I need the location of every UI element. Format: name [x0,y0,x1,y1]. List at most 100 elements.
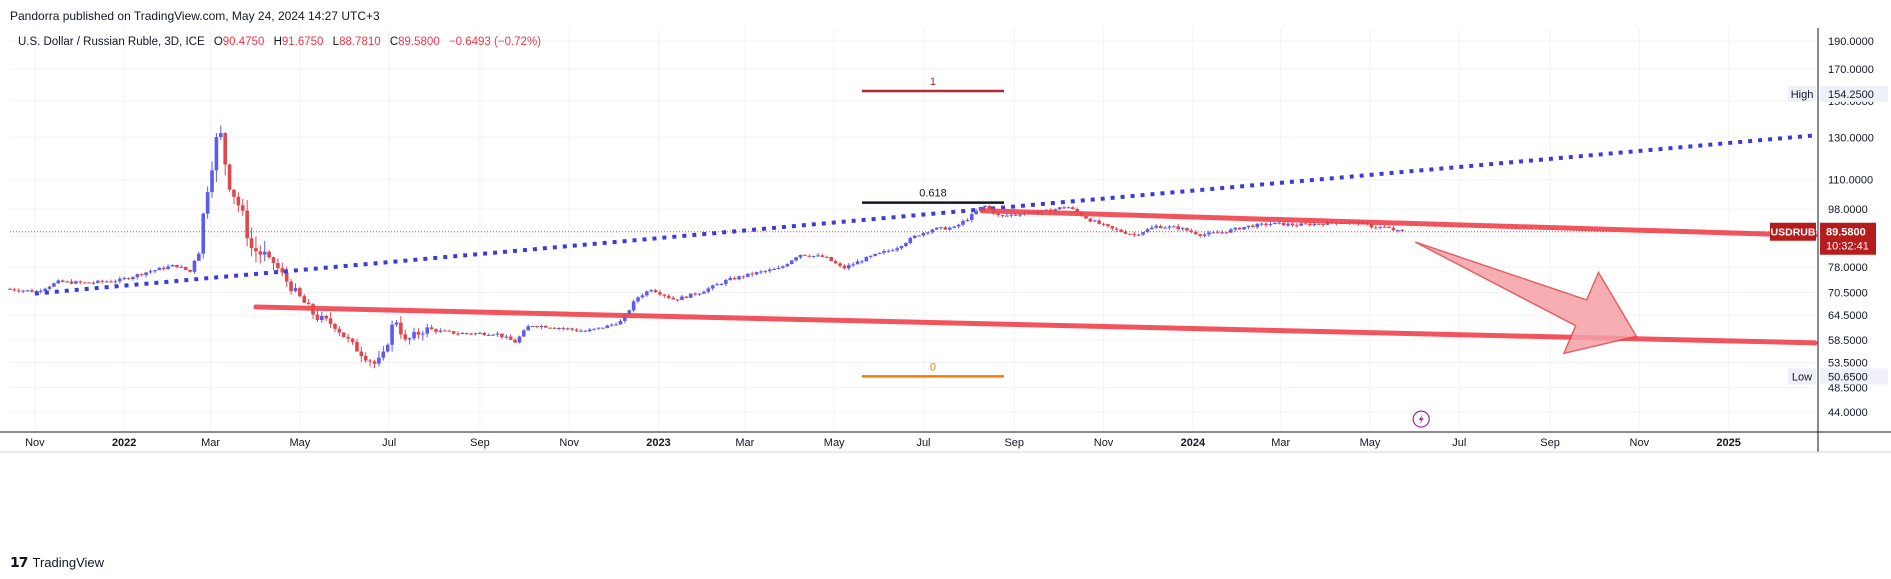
y-tick-label: 70.5000 [1828,288,1868,300]
candle-body [983,205,987,207]
symbol-badge [1770,222,1816,241]
candle-body [87,282,91,284]
candle-body [1290,223,1295,226]
candle-body [926,232,930,234]
candle-body [232,189,236,197]
y-tick-label: 170.0000 [1828,64,1874,76]
candle-body [1294,225,1299,227]
candle-body [710,285,715,289]
candle-body [1106,224,1110,227]
candle-body [1207,232,1211,235]
candlestick-series [8,125,1404,369]
lightning-icon [1412,410,1430,428]
candle-body [794,257,798,261]
candle-body [882,251,886,253]
candle-body [618,320,623,325]
candle-body [12,289,17,291]
candle-body [280,268,285,273]
candle-body [482,332,487,335]
candle-body [1237,227,1242,230]
candle-body [1075,209,1079,213]
candle-body [350,338,355,342]
candle-body [561,328,566,330]
candle-body [377,357,381,364]
candle-body [706,288,711,292]
tradingview-logo[interactable]: 𝟭𝟳 TradingView [10,554,104,571]
candle-body [807,255,812,257]
legend-low-value: 88.7810 [339,36,381,48]
candle-body [1000,215,1005,217]
candle-body [139,274,144,276]
current-price-value: 89.5800 [1826,227,1866,239]
legend-change: −0.6493 (−0.72%) [448,36,542,48]
candle-body [666,295,671,298]
x-tick-label: Mar [201,437,220,449]
candle-body [855,261,860,265]
candle-body [1180,228,1185,230]
candle-body [175,264,179,268]
candle-body [284,272,289,282]
candle-body [548,327,552,329]
candle-body [1246,225,1251,228]
x-tick-label: 2023 [646,437,670,449]
candle-body [429,327,434,330]
candle-body [767,269,772,272]
candle-body [508,336,513,340]
y-tick-label: 53.5000 [1828,357,1868,369]
candle-body [623,315,627,321]
candle-body [1281,222,1286,226]
x-tick-label: Nov [1094,437,1114,449]
candle-body [425,327,430,334]
candle-body [293,288,298,292]
candle-body [302,296,307,303]
candle-body [324,315,329,319]
candle-body [969,214,974,221]
candle-body [833,261,838,264]
candle-body [1251,225,1255,228]
candle-body [820,255,825,257]
candle-body [1308,223,1312,226]
x-tick-label: Sep [1540,437,1560,449]
candle-body [952,226,957,228]
candle-body [1009,214,1014,216]
symbol-legend[interactable]: U.S. Dollar / Russian Ruble, 3D, ICE O90… [18,36,541,48]
x-tick-label: Jul [916,437,930,449]
candle-body [543,325,548,328]
candle-body [649,290,653,292]
candle-body [847,265,851,269]
candle-body [1215,232,1220,234]
candle-body [934,227,939,230]
candle-body [306,302,311,305]
candle-body [1224,232,1229,234]
high-marker-tag [1788,85,1816,102]
candle-body [363,356,368,361]
candle-body [750,273,755,275]
candle-body [627,310,632,316]
candle-body [1378,226,1383,228]
candle-body [1198,234,1202,236]
candle-body [82,282,87,284]
candle-body [1369,224,1374,228]
candle-body [478,332,482,334]
x-tick-label: Jul [382,437,396,449]
candle-body [131,277,135,280]
candle-body [416,332,421,335]
candle-body [359,351,364,357]
candle-body [653,290,658,293]
tradingview-mark-icon: 𝟭𝟳 [10,554,29,570]
legend-high-value: 91.6750 [281,36,324,48]
candle-body [240,205,245,211]
x-tick-label: May [1360,437,1381,449]
candle-body [227,164,232,190]
candle-body [1202,234,1207,236]
candle-body [214,137,219,171]
trendline-red-lower-channel [253,304,1818,346]
candle-body [921,232,926,236]
candle-body [500,333,504,338]
candle-body [829,256,834,262]
candle-body [961,221,965,225]
candle-body [495,333,500,335]
candle-body [1176,226,1180,229]
candle-body [1141,232,1145,235]
